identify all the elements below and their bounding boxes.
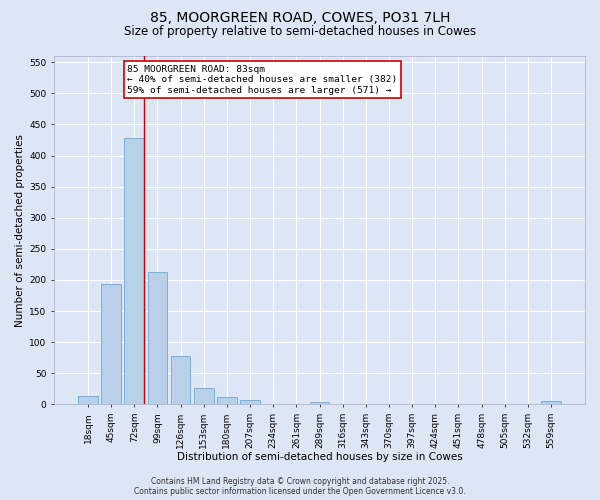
X-axis label: Distribution of semi-detached houses by size in Cowes: Distribution of semi-detached houses by …	[176, 452, 463, 462]
Text: Contains HM Land Registry data © Crown copyright and database right 2025.
Contai: Contains HM Land Registry data © Crown c…	[134, 476, 466, 496]
Bar	[78, 396, 98, 404]
Bar	[217, 398, 237, 404]
Text: 85, MOORGREEN ROAD, COWES, PO31 7LH: 85, MOORGREEN ROAD, COWES, PO31 7LH	[150, 12, 450, 26]
Bar	[148, 272, 167, 404]
Text: Size of property relative to semi-detached houses in Cowes: Size of property relative to semi-detach…	[124, 25, 476, 38]
Bar	[541, 401, 561, 404]
Bar	[101, 284, 121, 405]
Bar	[124, 138, 144, 404]
Bar	[171, 356, 190, 405]
Text: 85 MOORGREEN ROAD: 83sqm
← 40% of semi-detached houses are smaller (382)
59% of : 85 MOORGREEN ROAD: 83sqm ← 40% of semi-d…	[127, 64, 398, 94]
Y-axis label: Number of semi-detached properties: Number of semi-detached properties	[15, 134, 25, 326]
Bar	[240, 400, 260, 404]
Bar	[310, 402, 329, 404]
Bar	[194, 388, 214, 404]
